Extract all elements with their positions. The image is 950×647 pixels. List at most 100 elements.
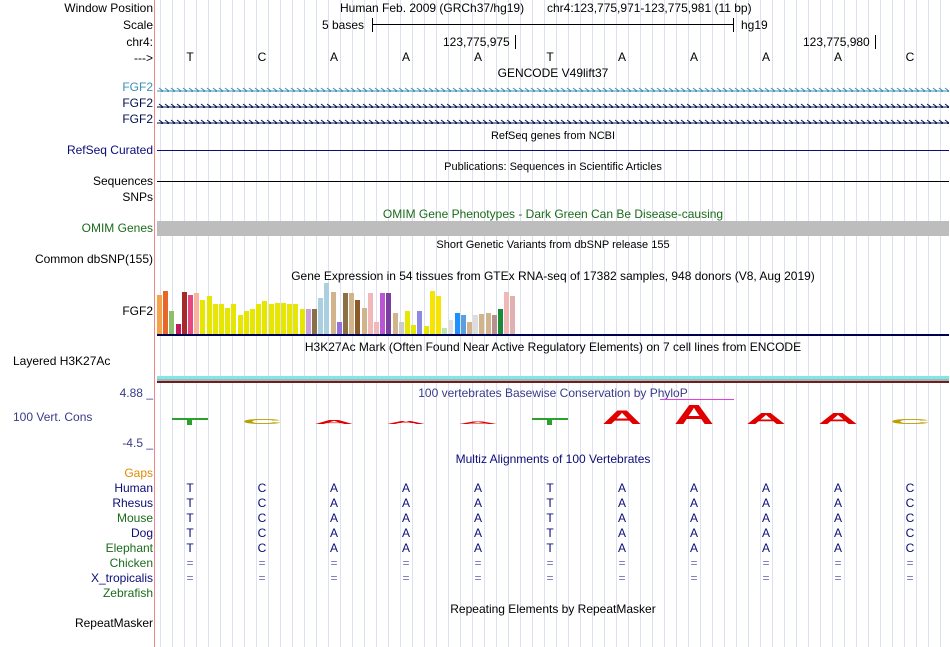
label-repeatmasker[interactable]: RepeatMasker [74, 616, 153, 630]
gencode-transcript-2[interactable] [157, 100, 949, 108]
species-label[interactable]: Rhesus [112, 496, 153, 510]
gtex-tissue-bar[interactable] [349, 293, 355, 335]
gtex-tissue-bar[interactable] [287, 304, 293, 335]
species-label[interactable]: Elephant [105, 541, 153, 555]
gtex-tissue-bar[interactable] [231, 304, 237, 335]
label-gaps[interactable]: Gaps [124, 466, 153, 480]
label-snps[interactable]: SNPs [122, 190, 153, 204]
gtex-tissue-bar[interactable] [169, 310, 175, 335]
gtex-tissue-bar[interactable] [367, 293, 373, 335]
phylop-letter: A [602, 407, 642, 429]
gtex-tissue-bar[interactable] [491, 315, 497, 335]
gtex-tissue-bar[interactable] [436, 296, 441, 335]
phylop-letter: C [890, 418, 931, 426]
gtex-tissue-bar[interactable] [318, 297, 324, 335]
label-fgf2-gencode-2[interactable]: FGF2 [122, 96, 153, 110]
gtex-tissue-bar[interactable] [212, 304, 218, 335]
h3k27ac-signal-dark[interactable] [157, 381, 949, 383]
label-gtex-fgf2[interactable]: FGF2 [122, 304, 153, 318]
gtex-tissue-bar[interactable] [423, 326, 429, 335]
species-label[interactable]: X_tropicalis [90, 571, 153, 585]
label-sequences[interactable]: Sequences [92, 174, 153, 188]
gtex-tissue-bar[interactable] [479, 313, 485, 335]
species-label[interactable]: Zebrafish [102, 586, 153, 600]
gtex-tissue-bar[interactable] [361, 307, 367, 335]
label-refseq-curated[interactable]: RefSeq Curated [66, 143, 153, 157]
gtex-tissue-bar[interactable] [498, 308, 503, 335]
label-omim-genes[interactable]: OMIM Genes [81, 221, 153, 235]
gtex-tissue-bar[interactable] [305, 308, 311, 335]
gtex-tissue-bar[interactable] [411, 325, 417, 335]
gtex-tissue-bar[interactable] [374, 321, 379, 335]
gtex-tissue-bar[interactable] [355, 299, 361, 335]
gtex-tissue-bar[interactable] [225, 307, 231, 335]
label-window-position[interactable]: Window Position [64, 1, 153, 15]
gtex-tissue-bar[interactable] [175, 324, 181, 335]
label-fgf2-gencode-1[interactable]: FGF2 [122, 80, 153, 94]
h3k27ac-signal-gray[interactable] [157, 379, 949, 381]
gtex-tissue-bar[interactable] [262, 300, 268, 335]
gtex-tissue-bar[interactable] [219, 304, 224, 335]
omim-gene-bar[interactable] [157, 221, 949, 236]
label-chrom[interactable]: chr4: [126, 35, 153, 49]
gtex-tissue-bar[interactable] [448, 319, 454, 335]
gtex-tissue-bar[interactable] [188, 294, 193, 335]
gtex-tissue-bar[interactable] [243, 310, 249, 335]
gtex-tissue-bar[interactable] [256, 304, 262, 335]
species-label[interactable]: Mouse [116, 511, 153, 525]
gtex-tissue-bar[interactable] [206, 296, 212, 335]
gtex-tissue-bar[interactable] [194, 292, 200, 335]
species-label[interactable]: Human [114, 481, 153, 495]
dbsnp-track-title: Short Genetic Variants from dbSNP releas… [436, 239, 670, 251]
gtex-tissue-bar[interactable] [163, 291, 169, 335]
sequences-line[interactable] [157, 181, 949, 182]
label-100-vert-cons[interactable]: 100 Vert. Cons [13, 410, 93, 424]
gtex-tissue-bar[interactable] [504, 292, 510, 335]
gtex-tissue-bar[interactable] [460, 315, 466, 335]
gtex-tissue-bar[interactable] [330, 292, 336, 335]
gtex-tissue-bar[interactable] [392, 313, 398, 335]
gtex-tissue-bar[interactable] [181, 292, 187, 335]
gtex-tissue-bar[interactable] [336, 321, 342, 335]
gtex-tissue-bar[interactable] [417, 310, 423, 335]
gtex-tissue-bar[interactable] [281, 303, 286, 335]
gtex-tissue-bar[interactable] [200, 299, 206, 335]
gtex-tissue-bar[interactable] [324, 283, 330, 335]
gtex-tissue-bar[interactable] [274, 303, 280, 335]
label-common-dbsnp[interactable]: Common dbSNP(155) [34, 252, 153, 266]
gtex-tissue-bar[interactable] [268, 304, 274, 335]
gtex-tissue-bar[interactable] [398, 321, 404, 335]
label-layered-h3k27ac[interactable]: Layered H3K27Ac [13, 354, 111, 368]
gtex-tissue-bar[interactable] [293, 304, 299, 335]
gtex-tissue-bar[interactable] [429, 291, 435, 335]
gtex-tissue-bar[interactable] [380, 293, 386, 335]
gtex-tissue-bar[interactable] [312, 308, 317, 335]
h3k27ac-signal-cyan[interactable] [157, 376, 949, 379]
species-label[interactable]: Dog [130, 526, 153, 540]
gtex-tissue-bar[interactable] [157, 295, 162, 335]
gtex-tissue-bar[interactable] [510, 296, 516, 335]
gtex-tissue-bar[interactable] [485, 313, 491, 335]
gencode-transcript-1[interactable] [157, 84, 949, 92]
label-scale[interactable]: Scale [122, 18, 153, 32]
gtex-tissue-bar[interactable] [299, 308, 305, 335]
gtex-tissue-bar[interactable] [386, 293, 392, 335]
gtex-bar-chart[interactable] [157, 283, 537, 335]
label-strand[interactable]: ---> [134, 51, 153, 65]
gtex-tissue-bar[interactable] [237, 315, 243, 335]
gtex-tissue-bar[interactable] [473, 315, 479, 335]
alignment-base: C [257, 511, 267, 525]
alignment-base: = [834, 571, 842, 585]
gtex-tissue-bar[interactable] [343, 293, 348, 335]
gtex-tissue-bar[interactable] [405, 310, 410, 335]
species-label[interactable]: Chicken [109, 556, 153, 570]
gtex-tissue-bar[interactable] [467, 321, 472, 335]
gtex-tissue-bar[interactable] [454, 313, 460, 335]
refseq-gene-line[interactable] [157, 150, 949, 151]
label-fgf2-gencode-3[interactable]: FGF2 [122, 112, 153, 126]
gencode-transcript-3[interactable] [157, 116, 949, 124]
gencode-track-title: GENCODE V49lift37 [497, 66, 609, 80]
gtex-tissue-bar[interactable] [442, 328, 448, 335]
gtex-tissue-bar[interactable] [250, 308, 255, 335]
